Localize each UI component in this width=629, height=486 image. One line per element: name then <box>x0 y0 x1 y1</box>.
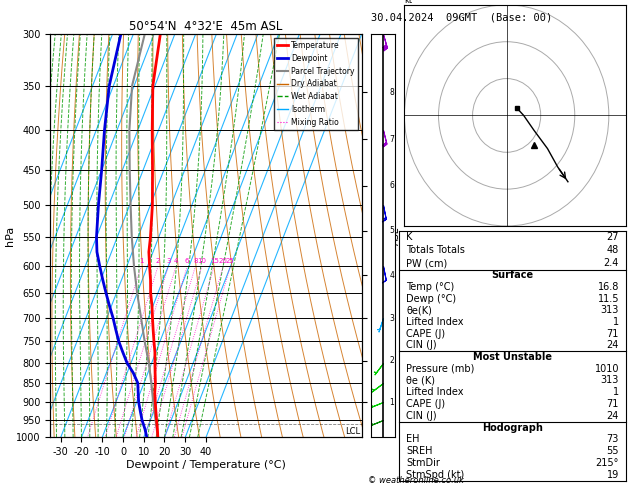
Text: 3: 3 <box>166 258 170 264</box>
Text: CIN (J): CIN (J) <box>406 340 437 350</box>
Text: 2.4: 2.4 <box>604 258 619 268</box>
Text: 11.5: 11.5 <box>598 294 619 304</box>
Text: PW (cm): PW (cm) <box>406 258 447 268</box>
Legend: Temperature, Dewpoint, Parcel Trajectory, Dry Adiabat, Wet Adiabat, Isotherm, Mi: Temperature, Dewpoint, Parcel Trajectory… <box>274 38 358 130</box>
Text: 313: 313 <box>601 375 619 385</box>
Text: kt: kt <box>404 0 413 5</box>
Title: 50°54'N  4°32'E  45m ASL: 50°54'N 4°32'E 45m ASL <box>130 20 282 33</box>
Text: 10: 10 <box>198 258 206 264</box>
Text: 6: 6 <box>185 258 189 264</box>
Text: θe (K): θe (K) <box>406 375 435 385</box>
Text: 71: 71 <box>607 399 619 409</box>
Text: 1010: 1010 <box>594 364 619 374</box>
Text: 1: 1 <box>613 387 619 397</box>
Y-axis label: km
ASL: km ASL <box>379 226 401 245</box>
Y-axis label: hPa: hPa <box>4 226 14 246</box>
Text: K: K <box>406 232 413 243</box>
Text: 5: 5 <box>389 226 394 235</box>
Text: Temp (°C): Temp (°C) <box>406 282 455 292</box>
Text: 16.8: 16.8 <box>598 282 619 292</box>
Text: 1: 1 <box>139 258 143 264</box>
Text: Hodograph: Hodograph <box>482 422 543 433</box>
Text: 24: 24 <box>607 411 619 421</box>
Text: 48: 48 <box>607 245 619 255</box>
Text: 2: 2 <box>389 356 394 365</box>
Text: 19: 19 <box>607 470 619 480</box>
Text: CIN (J): CIN (J) <box>406 411 437 421</box>
Text: CAPE (J): CAPE (J) <box>406 329 445 339</box>
X-axis label: Dewpoint / Temperature (°C): Dewpoint / Temperature (°C) <box>126 460 286 470</box>
Text: LCL: LCL <box>345 427 360 435</box>
Text: 1: 1 <box>613 317 619 327</box>
Text: Lifted Index: Lifted Index <box>406 317 464 327</box>
Text: 71: 71 <box>607 329 619 339</box>
Text: 55: 55 <box>606 446 619 456</box>
Text: 3: 3 <box>389 314 394 323</box>
Text: CAPE (J): CAPE (J) <box>406 399 445 409</box>
Text: 215°: 215° <box>596 458 619 469</box>
Text: 27: 27 <box>606 232 619 243</box>
Text: 8: 8 <box>193 258 198 264</box>
Text: 24: 24 <box>607 340 619 350</box>
Text: Pressure (mb): Pressure (mb) <box>406 364 475 374</box>
Text: Lifted Index: Lifted Index <box>406 387 464 397</box>
Text: Totals Totals: Totals Totals <box>406 245 465 255</box>
Text: 73: 73 <box>607 434 619 444</box>
Text: 30.04.2024  09GMT  (Base: 00): 30.04.2024 09GMT (Base: 00) <box>371 12 552 22</box>
Text: 25: 25 <box>226 258 235 264</box>
Text: SREH: SREH <box>406 446 433 456</box>
Text: StmSpd (kt): StmSpd (kt) <box>406 470 464 480</box>
Text: 4: 4 <box>174 258 178 264</box>
Text: 1: 1 <box>389 398 394 407</box>
Text: 2: 2 <box>156 258 160 264</box>
Text: 313: 313 <box>601 305 619 315</box>
Text: EH: EH <box>406 434 420 444</box>
Text: Dewp (°C): Dewp (°C) <box>406 294 456 304</box>
Text: StmDir: StmDir <box>406 458 440 469</box>
Text: 7: 7 <box>389 135 394 144</box>
Text: 6: 6 <box>389 181 394 191</box>
Text: 4: 4 <box>389 271 394 279</box>
Text: 20: 20 <box>219 258 228 264</box>
Text: θe(K): θe(K) <box>406 305 432 315</box>
Text: 15: 15 <box>209 258 219 264</box>
Text: Surface: Surface <box>492 270 533 280</box>
Text: Most Unstable: Most Unstable <box>473 352 552 362</box>
Text: 8: 8 <box>389 88 394 97</box>
Text: © weatheronline.co.uk: © weatheronline.co.uk <box>368 475 464 485</box>
